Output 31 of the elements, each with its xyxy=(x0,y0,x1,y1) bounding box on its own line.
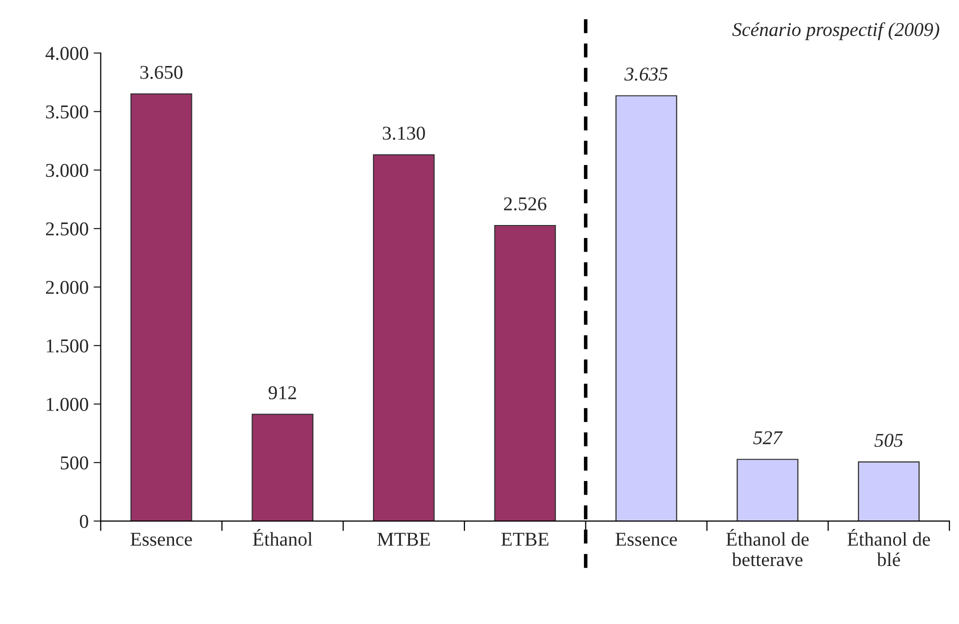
text: Scénario prospectif (2009) xyxy=(732,22,940,40)
y-tick-label: 2.500 xyxy=(46,222,88,236)
x-tick-label: MTBE xyxy=(377,532,430,546)
bar xyxy=(736,458,798,522)
y-tick-label: 3.500 xyxy=(46,105,88,119)
y-tick-label: 2.000 xyxy=(46,280,88,294)
x-tick-label: ETBE xyxy=(501,532,548,546)
data-label: 2.526 xyxy=(504,197,546,211)
data-label: 912 xyxy=(268,386,296,400)
bar xyxy=(494,224,556,522)
x-tick-label: Essence xyxy=(616,532,677,546)
x-tick-label: Éthanol de betterave xyxy=(726,529,809,566)
y-tick-label: 0 xyxy=(80,514,88,528)
data-label: 3.650 xyxy=(140,66,182,80)
y-tick-label: 500 xyxy=(60,456,88,470)
data-label: 3.130 xyxy=(382,126,425,140)
bar xyxy=(130,93,192,522)
bar xyxy=(252,414,314,522)
bar xyxy=(858,461,920,522)
x-tick-label: Essence xyxy=(130,532,192,546)
x-tick-label: Éthanol xyxy=(252,529,312,546)
y-tick-label: 1.500 xyxy=(46,339,88,353)
y-tick-label: 4.000 xyxy=(46,46,88,60)
data-label: 3.635 xyxy=(624,68,668,81)
data-label: 505 xyxy=(874,434,903,447)
y-tick-label: 1.000 xyxy=(46,398,88,412)
x-tick-label: Éthanol de blé xyxy=(848,529,930,566)
bar xyxy=(372,154,435,522)
data-label: 527 xyxy=(753,431,783,444)
bar xyxy=(615,95,678,522)
y-tick-label: 3.000 xyxy=(46,164,88,178)
